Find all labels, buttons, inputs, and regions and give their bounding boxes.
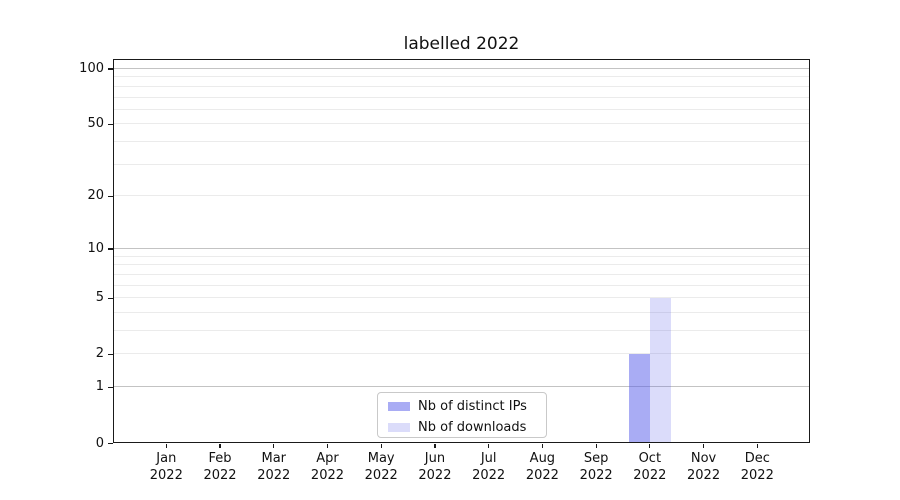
legend-item-distinct-ips: Nb of distinct IPs xyxy=(378,397,546,416)
x-tickmark xyxy=(488,443,490,448)
y-tickmark xyxy=(108,297,113,299)
minor-gridline xyxy=(113,284,810,286)
minor-gridline xyxy=(113,85,810,87)
x-tick-year: 2022 xyxy=(257,467,291,483)
x-tick-year: 2022 xyxy=(472,467,506,483)
chart-title: labelled 2022 xyxy=(403,34,520,54)
legend-swatch-downloads xyxy=(388,423,410,432)
y-tickmark xyxy=(108,248,113,250)
x-tick-label: Jan 2022 xyxy=(126,451,206,484)
x-tick-year: 2022 xyxy=(418,467,452,483)
x-tick-label: Mar 2022 xyxy=(234,451,314,484)
minor-gridline xyxy=(113,96,810,98)
x-tick-year: 2022 xyxy=(525,467,559,483)
y-tick-label: 0 xyxy=(95,435,104,451)
x-tickmark xyxy=(219,443,221,448)
x-tick-month: Jan xyxy=(156,451,177,466)
x-tickmark xyxy=(756,443,758,448)
x-tick-label: Sep 2022 xyxy=(556,451,636,484)
minor-gridline xyxy=(113,353,810,355)
x-tick-month: May xyxy=(367,451,395,466)
minor-gridline xyxy=(113,76,810,78)
y-tick-label: 5 xyxy=(95,290,104,306)
x-tick-month: Mar xyxy=(261,451,287,466)
x-tick-label: Aug 2022 xyxy=(502,451,582,484)
x-tickmark xyxy=(273,443,275,448)
y-tick-label: 10 xyxy=(87,240,104,256)
minor-gridline xyxy=(113,108,810,110)
major-gridline xyxy=(113,247,810,249)
y-tickmark xyxy=(108,353,113,355)
x-tickmark xyxy=(702,443,705,448)
minor-gridline xyxy=(113,255,810,257)
minor-gridline xyxy=(113,297,810,299)
minor-gridline xyxy=(113,264,810,266)
minor-gridline xyxy=(113,273,810,275)
bar-downloads xyxy=(649,297,671,443)
major-gridline xyxy=(113,386,810,388)
minor-gridline xyxy=(113,330,810,331)
x-tick-month: Aug xyxy=(529,451,556,466)
bar-distinct-ips xyxy=(628,353,650,443)
x-tick-label: May 2022 xyxy=(341,451,421,484)
legend-swatch-distinct-ips xyxy=(388,402,410,411)
x-tick-label: Nov 2022 xyxy=(664,451,744,484)
minor-gridline xyxy=(113,163,810,165)
minor-gridline xyxy=(113,123,810,125)
legend-label-distinct-ips: Nb of distinct IPs xyxy=(418,399,527,414)
x-tickmark xyxy=(434,443,436,448)
x-tick-label: Feb 2022 xyxy=(180,451,260,484)
x-tickmark xyxy=(649,443,651,448)
y-tickmark xyxy=(108,386,113,388)
y-tick-label: 2 xyxy=(95,346,104,362)
x-tickmark xyxy=(595,443,597,448)
y-tickmark xyxy=(108,442,113,445)
x-tick-month: Sep xyxy=(583,451,609,466)
x-tickmark xyxy=(326,443,329,448)
major-gridline xyxy=(113,68,810,69)
x-tick-label: Jul 2022 xyxy=(449,451,529,484)
y-tickmark xyxy=(108,123,113,126)
x-tick-label: Dec 2022 xyxy=(717,451,797,484)
legend-label-downloads: Nb of downloads xyxy=(418,420,527,435)
x-tick-month: Dec xyxy=(744,451,770,466)
x-tick-label: Jun 2022 xyxy=(395,451,475,484)
x-tick-month: Oct xyxy=(638,451,662,466)
x-tick-label: Apr 2022 xyxy=(287,451,367,484)
x-tick-month: Nov xyxy=(690,451,717,466)
x-tick-month: Apr xyxy=(316,451,339,466)
x-tick-year: 2022 xyxy=(364,467,398,483)
x-tick-month: Jun xyxy=(424,451,446,466)
x-tick-year: 2022 xyxy=(633,467,667,483)
x-tick-year: 2022 xyxy=(149,467,183,483)
x-tick-month: Jul xyxy=(480,451,497,466)
x-tick-label: Oct 2022 xyxy=(610,451,690,484)
y-tick-label: 50 xyxy=(87,116,104,132)
x-tickmark xyxy=(541,443,543,448)
y-tick-label: 20 xyxy=(87,188,104,204)
y-tick-label: 1 xyxy=(95,379,104,395)
x-tickmark xyxy=(165,443,167,448)
legend: Nb of distinct IPs Nb of downloads xyxy=(377,392,547,438)
y-tick-label: 100 xyxy=(79,61,104,76)
x-tick-year: 2022 xyxy=(203,467,237,483)
legend-item-downloads: Nb of downloads xyxy=(378,418,546,437)
minor-gridline xyxy=(113,141,810,143)
minor-gridline xyxy=(113,195,810,197)
x-tick-year: 2022 xyxy=(740,467,774,483)
x-tick-year: 2022 xyxy=(579,467,613,483)
x-tick-year: 2022 xyxy=(310,467,345,483)
x-tickmark xyxy=(380,443,382,448)
minor-gridline xyxy=(113,311,810,313)
y-tickmark xyxy=(108,195,113,198)
x-tick-month: Feb xyxy=(208,451,232,466)
x-tick-year: 2022 xyxy=(687,467,721,483)
plot-area xyxy=(113,59,810,443)
y-tickmark xyxy=(108,68,113,70)
